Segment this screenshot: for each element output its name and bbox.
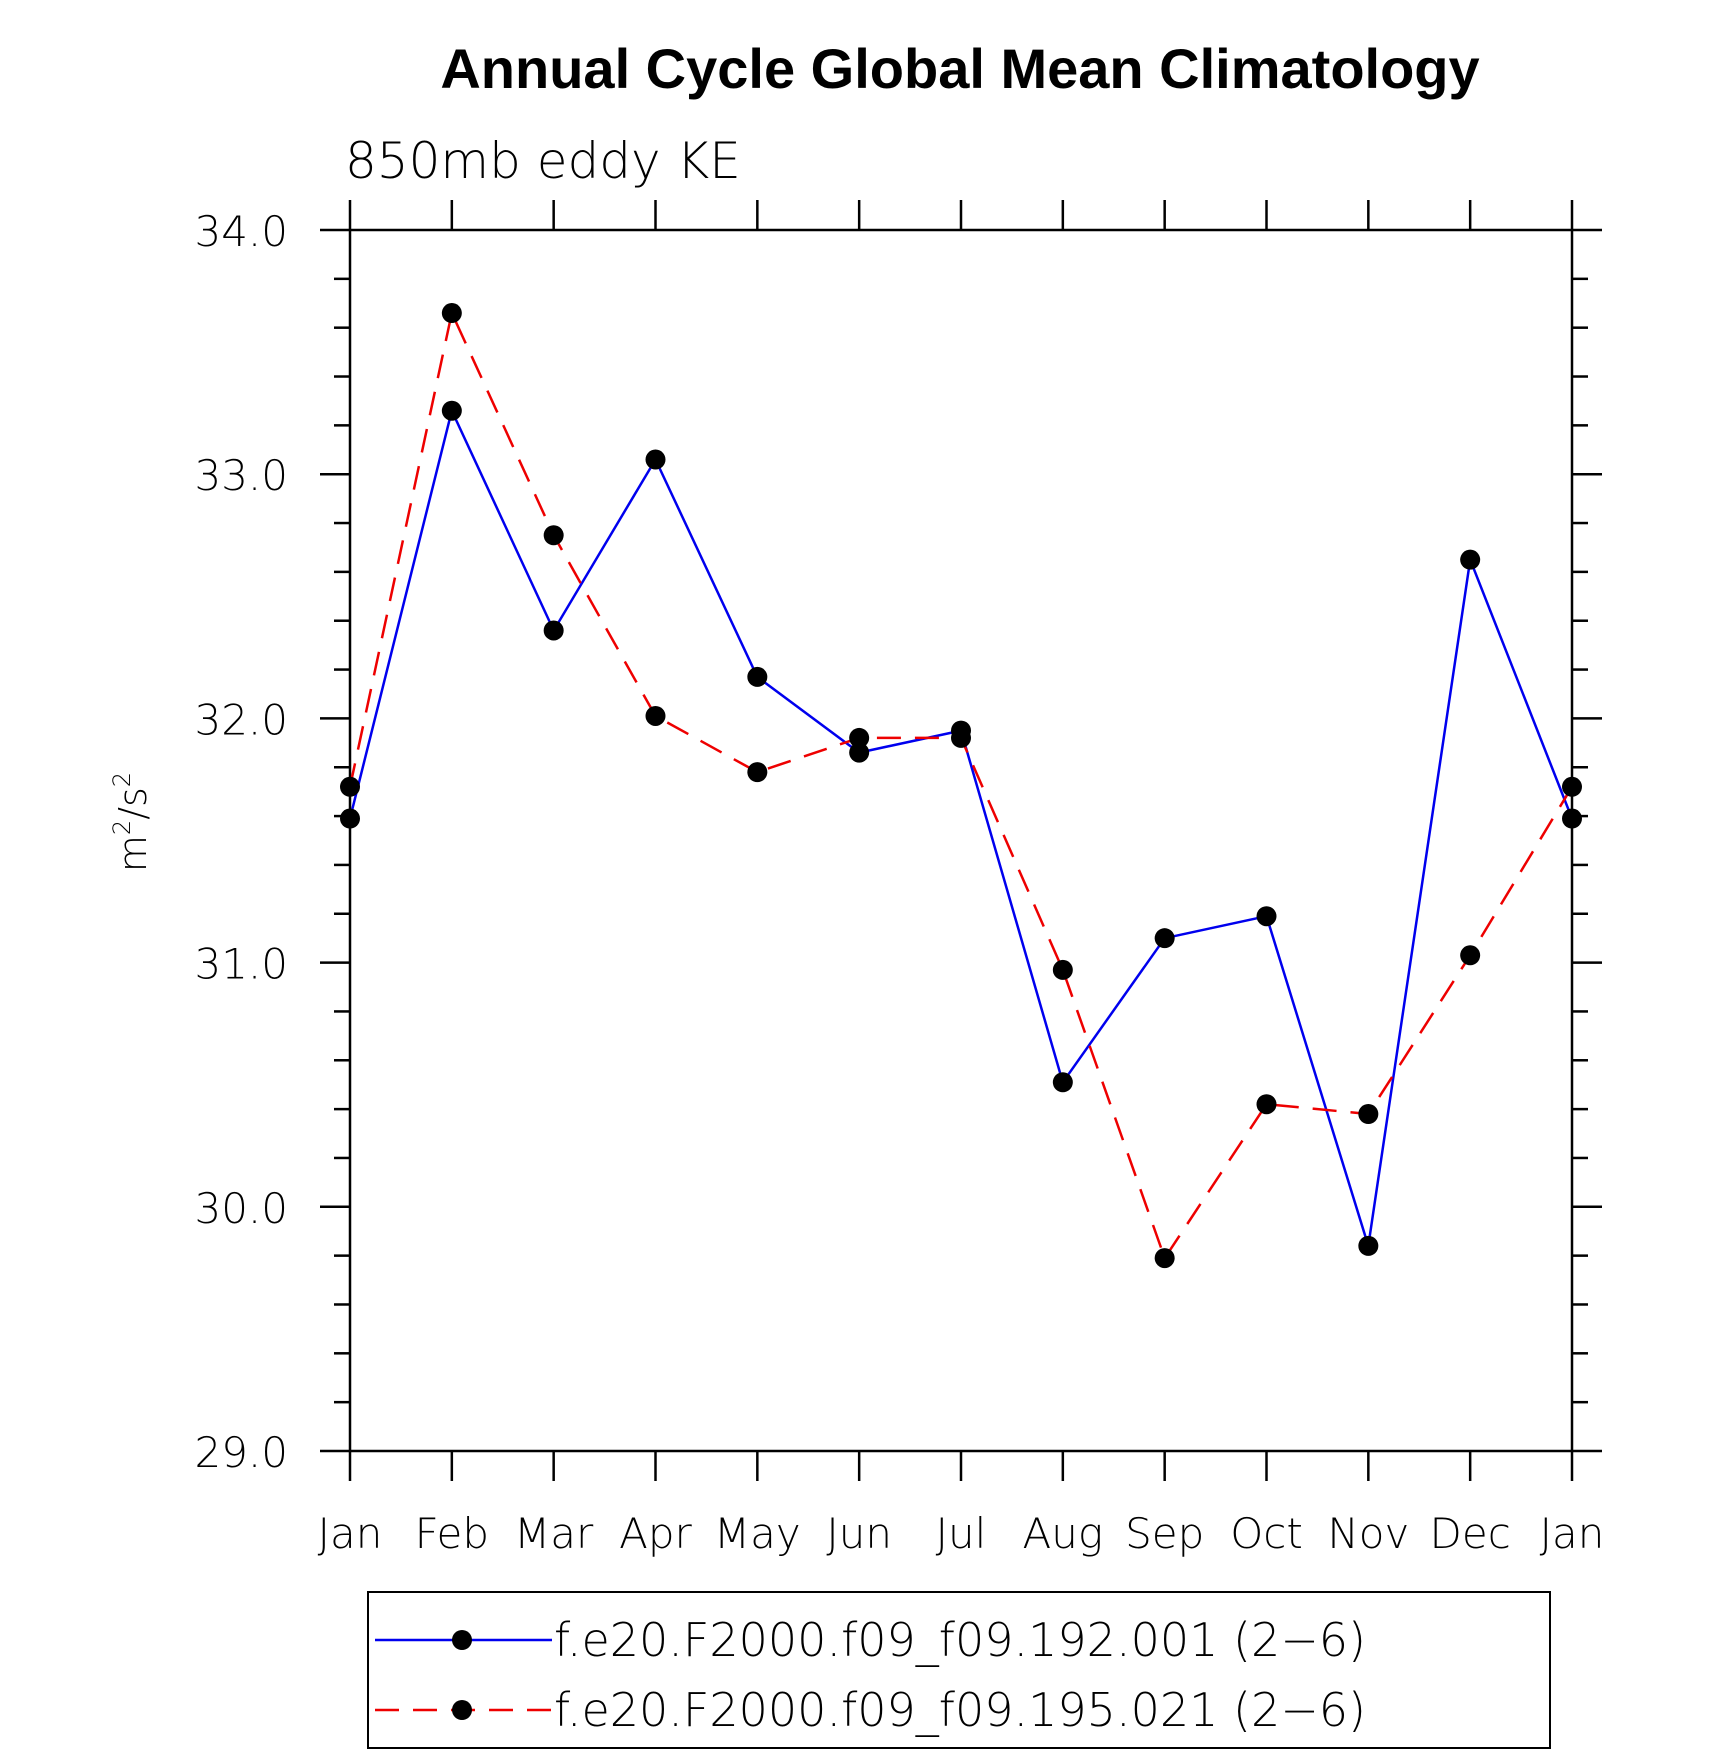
y-axis-label-exp1: 2 (108, 820, 136, 835)
y-tick-label: 32.0 (194, 695, 288, 744)
legend-label-series-1: f.e20.F2000.f09_f09.192.001 (2−6) (554, 1613, 1366, 1667)
x-tick-label: Aug (1023, 1509, 1104, 1558)
x-tick-label: Apr (619, 1509, 692, 1558)
y-tick-label: 30.0 (194, 1184, 288, 1233)
series-2-point (543, 525, 564, 546)
series-2-point (645, 705, 666, 726)
y-axis-label-base: m (111, 835, 155, 872)
series-2-point (1256, 1094, 1277, 1115)
y-tick-labels: 29.0 30.0 31.0 32.0 33.0 34.0 (194, 207, 288, 1477)
x-tick-label: May (714, 1509, 801, 1558)
series-1-point (441, 400, 462, 421)
x-tick-label: Mar (514, 1509, 594, 1558)
series-2-point (951, 727, 971, 748)
chart-subtitle: 850mb eddy KE (345, 132, 741, 190)
x-tick-labels: Jan Feb Mar Apr May Jun Jul Aug Sep Oct Nov Dec Jan (318, 1509, 1605, 1558)
x-tick-label: Jun (826, 1509, 892, 1558)
series-1-point (1154, 928, 1175, 949)
series-layer (340, 303, 1582, 1269)
x-tick-label: Oct (1230, 1509, 1303, 1558)
series-2-point (747, 762, 768, 783)
y-tick-label: 29.0 (194, 1428, 288, 1477)
series-2-point (441, 303, 462, 324)
series-line-1 (348, 406, 1574, 1247)
series-1-point (1256, 906, 1277, 927)
x-tick-label: Sep (1125, 1509, 1204, 1558)
x-tick-label: Feb (415, 1509, 489, 1558)
y-tick-label: 34.0 (194, 207, 288, 256)
series-2-point (340, 776, 360, 797)
legend-label-series-2: f.e20.F2000.f09_f09.195.021 (2−6) (554, 1683, 1366, 1737)
y-axis-label-mid: /s (111, 787, 155, 820)
x-tick-label: Jan (1540, 1509, 1605, 1558)
series-2-point (1052, 959, 1073, 980)
series-1-point (543, 620, 564, 641)
x-tick-label: Dec (1430, 1509, 1511, 1558)
series-1-point (1562, 808, 1582, 829)
series-1-point (1358, 1235, 1379, 1256)
plot-frame (348, 228, 1574, 1453)
y-tick-label: 33.0 (194, 451, 288, 500)
series-2-point (1358, 1104, 1379, 1125)
y-tick-label: 31.0 (194, 940, 288, 989)
svg-text:m2/s2: m2/s2 (108, 772, 155, 872)
axis-ticks (320, 200, 1602, 1481)
series-2-point (1154, 1248, 1175, 1269)
series-1-point (849, 742, 870, 763)
x-tick-label: Nov (1327, 1509, 1409, 1558)
legend-marker-series-1 (452, 1630, 472, 1650)
y-axis-label: m2/s2 (108, 772, 155, 872)
series-1-point (340, 808, 360, 829)
series-2-point (1460, 945, 1481, 966)
series-2-point (1562, 776, 1582, 797)
chart-title: Annual Cycle Global Mean Climatology (440, 37, 1479, 100)
series-1-point (645, 449, 666, 470)
series-1-point (1460, 549, 1481, 570)
legend-marker-series-2 (452, 1700, 472, 1720)
x-tick-label: Jan (318, 1509, 383, 1558)
series-1-point (1052, 1072, 1073, 1093)
series-2-point (849, 727, 870, 748)
y-axis-label-exp2: 2 (108, 772, 136, 787)
legend-box (367, 1591, 1551, 1749)
legend: f.e20.F2000.f09_f09.192.001 (2−6) f.e20.… (367, 1591, 1551, 1749)
series-1-point (747, 666, 768, 687)
x-tick-label: Jul (936, 1509, 987, 1558)
